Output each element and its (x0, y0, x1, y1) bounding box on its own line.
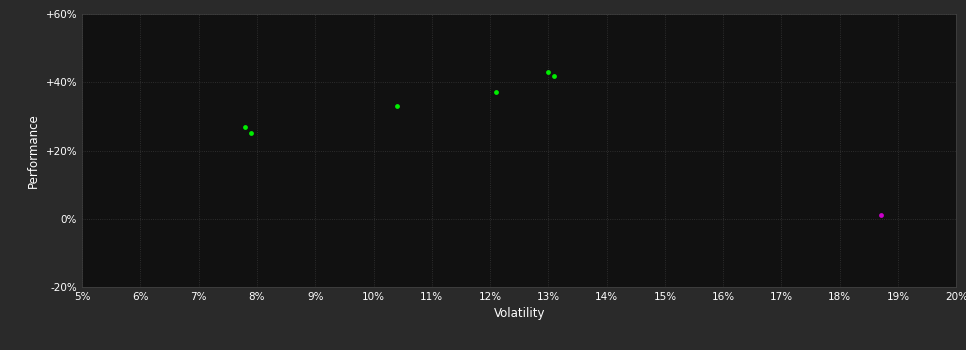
Point (541, 69, 556, 75)
X-axis label: Volatility: Volatility (494, 307, 545, 320)
Point (873, 212, 889, 217)
Y-axis label: Performance: Performance (27, 113, 40, 188)
Point (488, 90, 503, 95)
Point (389, 103, 405, 109)
Point (238, 124, 253, 130)
Point (547, 73, 562, 79)
Point (243, 130, 259, 135)
